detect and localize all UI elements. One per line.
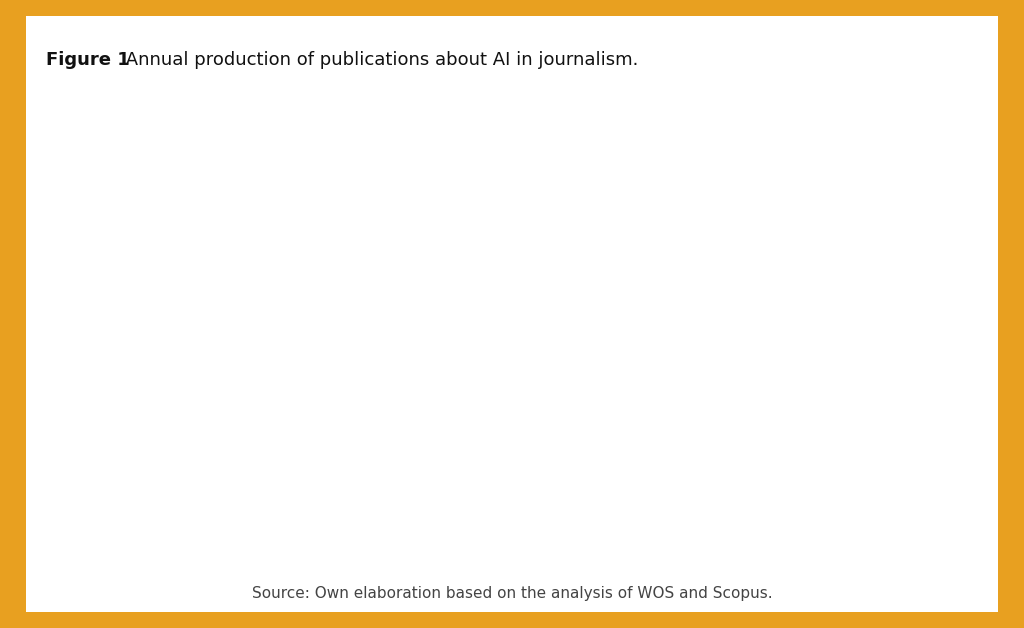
Text: 4: 4 — [266, 505, 273, 515]
Text: Annual production of publications about AI in journalism.: Annual production of publications about … — [120, 51, 638, 68]
Text: 23: 23 — [684, 389, 697, 399]
Text: 6: 6 — [482, 493, 489, 503]
Text: 0: 0 — [122, 529, 129, 539]
Text: 9: 9 — [554, 475, 561, 485]
Text: 18: 18 — [623, 420, 637, 430]
Text: 61: 61 — [895, 160, 908, 170]
Text: 7: 7 — [410, 487, 417, 497]
Text: Source: Own elaboration based on the analysis of WOS and Scopus.: Source: Own elaboration based on the ana… — [252, 586, 772, 601]
Text: Figure 1: Figure 1 — [46, 51, 130, 68]
Text: 5: 5 — [338, 499, 345, 509]
Text: 32: 32 — [753, 334, 767, 344]
Text: Chart: Calvo Rubio &
Ufarte Ruiz (2021): Chart: Calvo Rubio & Ufarte Ruiz (2021) — [198, 281, 426, 328]
FancyBboxPatch shape — [172, 252, 452, 359]
Text: 44: 44 — [825, 261, 840, 271]
Text: 0: 0 — [194, 529, 201, 539]
